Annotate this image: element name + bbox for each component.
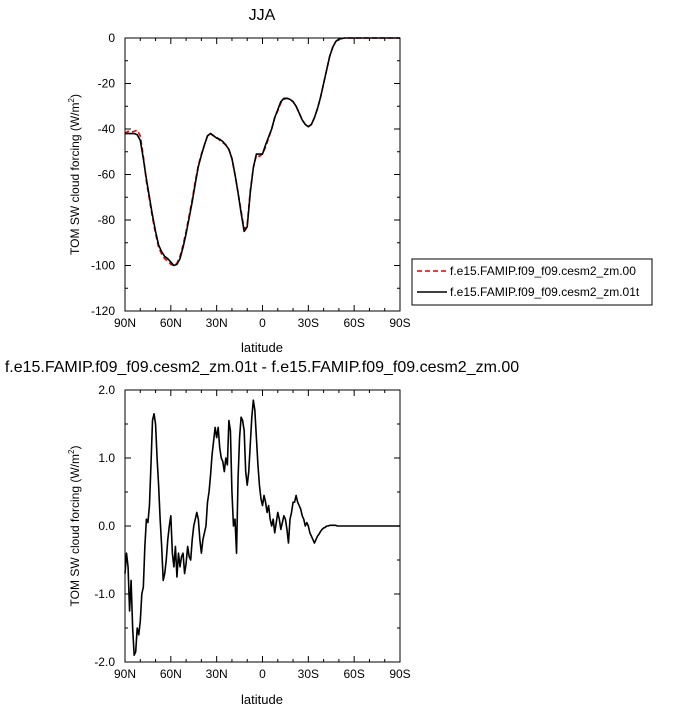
bottom-y-tick-label: -2.0 [94, 655, 115, 669]
top-x-tick-label: 60N [160, 316, 182, 330]
bottom-y-tick-label: -1.0 [94, 587, 115, 601]
top-panel-title: JJA [249, 7, 276, 24]
top-panel-x-axis-label: latitude [241, 340, 283, 355]
bottom-panel-frame [124, 389, 401, 663]
legend-box [411, 258, 653, 306]
top-y-tick-label: -20 [98, 77, 116, 91]
legend-item-0: f.e15.FAMIP.f09_f09.cesm2_zm.00 [417, 264, 636, 278]
bottom-y-tick-label: 1.0 [98, 451, 115, 465]
bottom-x-tick-label: 30N [206, 667, 228, 681]
top-x-tick-label: 0 [259, 316, 266, 330]
bottom-panel-y-axis-label: TOM SW cloud forcing (W/m2) [67, 446, 82, 607]
bottom-y-tick-label: 0.0 [98, 519, 115, 533]
legend-label-1: f.e15.FAMIP.f09_f09.cesm2_zm.01t [450, 285, 640, 299]
bottom-panel-x-axis-label: latitude [241, 692, 283, 707]
top-x-tick-label: 30S [298, 316, 319, 330]
top-series-line-1 [125, 37, 400, 267]
bottom-x-tick-label: 30S [298, 667, 319, 681]
bottom-x-tick-label: 0 [259, 667, 266, 681]
bottom-panel-axes: 90N 60N 30N 0 30S 60S 90S 2.0 1.0 0.0 -1.0 -2.0 [94, 383, 410, 681]
bottom-y-tick-label: 2.0 [98, 383, 115, 397]
top-x-tick-label: 60S [343, 316, 364, 330]
bottom-x-tick-label: 90S [389, 667, 410, 681]
bottom-panel-title: f.e15.FAMIP.f09_f09.cesm2_zm.01t - f.e15… [5, 359, 519, 376]
top-series-line-0 [124, 37, 400, 267]
top-y-tick-label: -60 [98, 168, 116, 182]
top-y-tick-label: -100 [91, 259, 115, 273]
bottom-x-tick-label: 60S [343, 667, 364, 681]
top-panel-y-axis-label: TOM SW cloud forcing (W/m2) [67, 94, 82, 255]
bottom-x-tick-label: 90N [114, 667, 136, 681]
legend-item-1: f.e15.FAMIP.f09_f09.cesm2_zm.01t [417, 285, 640, 299]
top-x-tick-label: 90S [389, 316, 410, 330]
bottom-series-line-0 [124, 399, 400, 657]
bottom-x-tick-label: 60N [160, 667, 182, 681]
top-y-tick-label: -120 [91, 304, 115, 318]
top-panel-axes: 90N 60N 30N 0 30S 60S 90S 0 -20 -40 -60 -80 -100 -120 [91, 31, 411, 330]
top-y-tick-label: 0 [108, 31, 115, 45]
legend: f.e15.FAMIP.f09_f09.cesm2_zm.00 f.e15.FA… [411, 258, 653, 306]
legend-label-0: f.e15.FAMIP.f09_f09.cesm2_zm.00 [450, 264, 636, 278]
top-y-tick-label: -40 [98, 122, 116, 136]
top-x-tick-label: 30N [206, 316, 228, 330]
top-y-tick-label: -80 [98, 213, 116, 227]
top-panel: JJA 90N 60N 30N 0 30S 60S 90S 0 -20 -40 -60 -80 -100… [67, 7, 411, 355]
top-x-tick-label: 90N [114, 316, 136, 330]
top-panel-frame [124, 37, 401, 312]
top-panel-series [124, 37, 400, 267]
bottom-panel-series [124, 399, 400, 657]
bottom-panel: f.e15.FAMIP.f09_f09.cesm2_zm.01t - f.e15… [5, 359, 519, 707]
